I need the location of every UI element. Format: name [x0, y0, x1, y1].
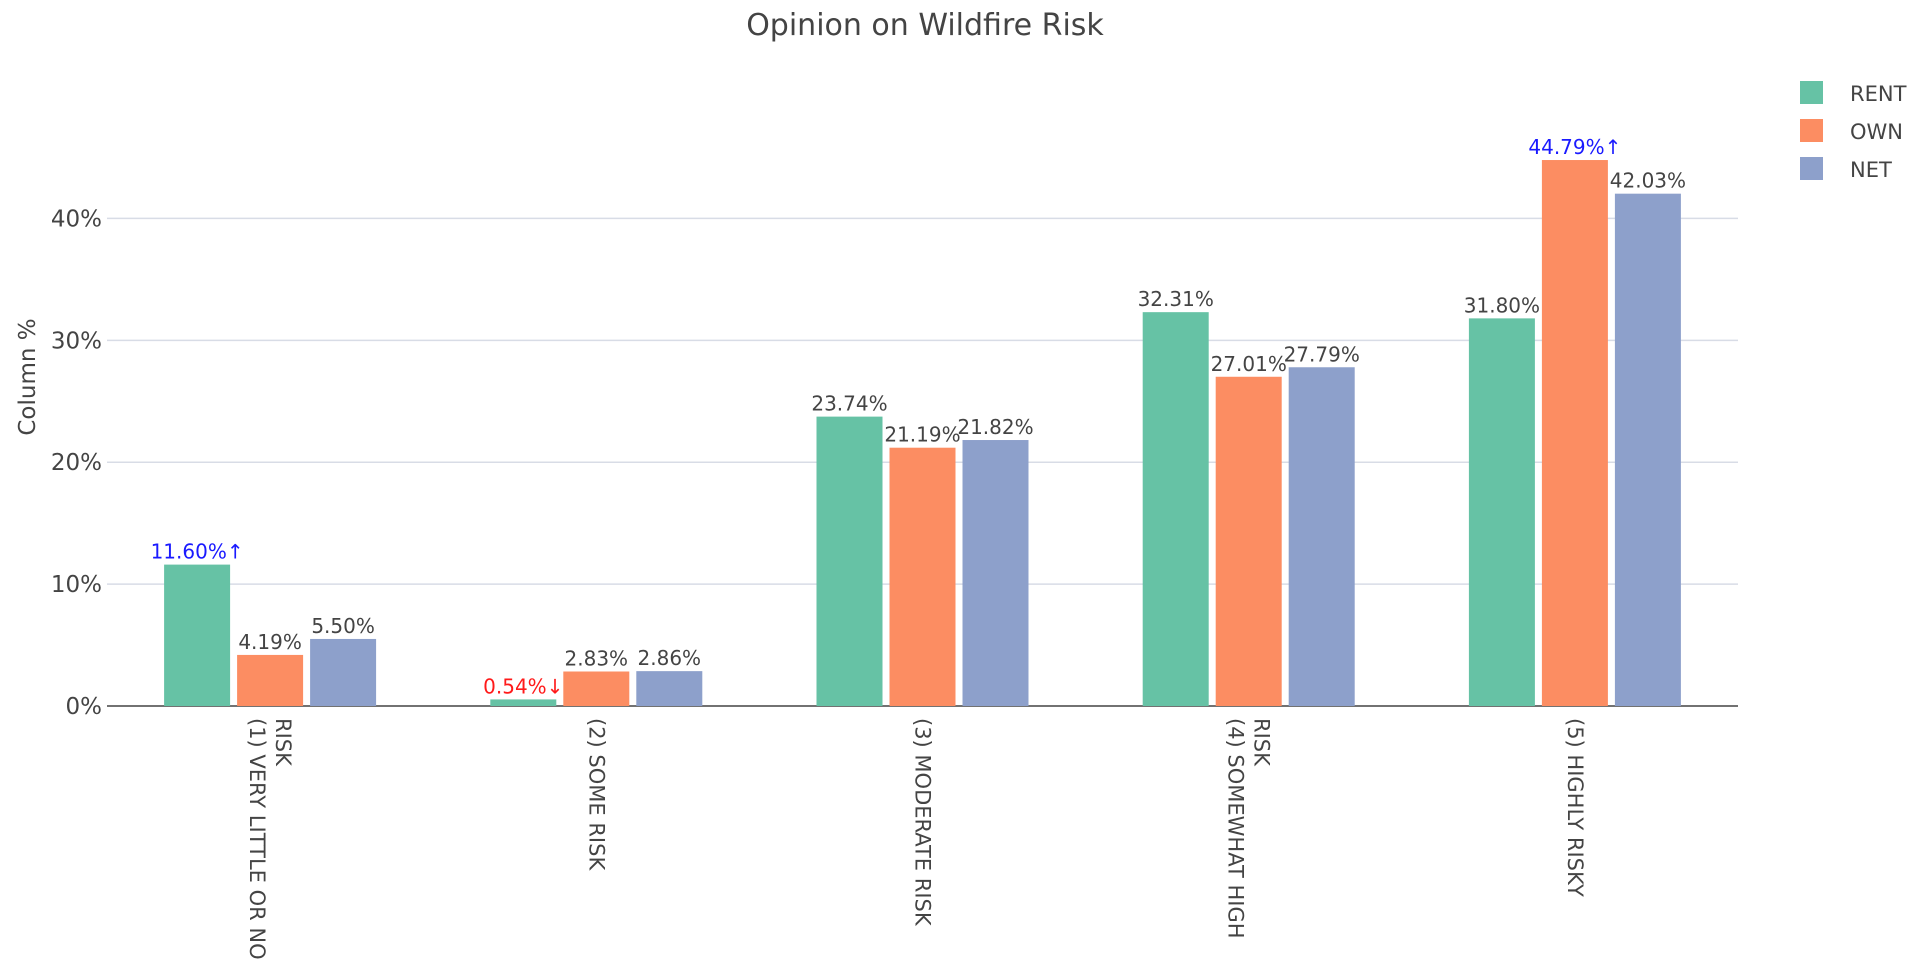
bar-value-label: 44.79%↑: [1528, 135, 1621, 159]
bar-value-label: 2.86%: [638, 646, 702, 670]
bars-layer: [164, 160, 1681, 707]
y-tick-label: 0%: [66, 694, 103, 720]
bar-own: [237, 654, 304, 706]
legend-swatch-net: [1800, 157, 1823, 180]
bar-own: [1215, 376, 1282, 706]
x-tick-label: (3) MODERATE RISK: [911, 718, 935, 927]
y-tick-label: 20%: [51, 450, 102, 476]
bar-value-label: 2.83%: [565, 647, 629, 671]
x-tick-label: (4) SOMEWHAT HIGH RISK: [1224, 718, 1274, 939]
bar-rent: [1468, 318, 1535, 706]
bar-net: [962, 440, 1029, 706]
bar-own: [1541, 160, 1608, 707]
bar-labels-layer: 11.60%↑ 4.19% 5.50% 0.54%↓2.83% 2.86% 23.74% 2…: [151, 135, 1686, 698]
grid-layer: 0% 10% 20% 30% 40%: [51, 206, 1738, 720]
x-tick-label-line: (2) SOME RISK: [584, 718, 608, 871]
x-tick-label-line: (4) SOMEWHAT HIGH: [1224, 718, 1248, 939]
bar-rent: [164, 564, 231, 706]
x-tick-label-line: (1) VERY LITTLE OR NO: [245, 718, 269, 960]
legend-swatch-own: [1800, 119, 1823, 142]
bar-rent: [490, 699, 557, 706]
legend-label-net: NET: [1850, 158, 1892, 182]
bar-rent: [1142, 312, 1209, 706]
y-tick-label: 10%: [51, 572, 102, 598]
chart-title: Opinion on Wildfire Risk: [746, 8, 1104, 43]
x-tick-label-line: (3) MODERATE RISK: [911, 718, 935, 927]
x-tick-labels: (1) VERY LITTLE OR NO RISK (2) SOME RISK (3…: [245, 718, 1587, 960]
bar-own: [563, 671, 630, 706]
x-tick-label-line: RISK: [1250, 718, 1274, 767]
y-tick-label: 30%: [51, 328, 102, 354]
bar-value-label: 4.19%: [238, 630, 302, 654]
bar-net: [636, 671, 703, 706]
bar-value-label: 31.80%: [1464, 293, 1540, 317]
bar-value-label: 11.60%↑: [151, 540, 244, 564]
bar-value-label: 21.82%: [957, 415, 1033, 439]
legend-label-rent: RENT: [1850, 82, 1907, 106]
legend-swatch-rent: [1800, 81, 1823, 104]
bar-net: [1288, 367, 1355, 706]
legend-label-own: OWN: [1850, 120, 1903, 144]
bar-value-label: 32.31%: [1138, 287, 1214, 311]
x-tick-label-line: RISK: [271, 718, 295, 767]
bar-rent: [816, 416, 883, 706]
bar-own: [889, 447, 956, 706]
bar-net: [1614, 193, 1681, 707]
x-tick-label: (5) HIGHLY RISKY: [1563, 718, 1587, 897]
legend: RENT OWN NET: [1800, 81, 1907, 182]
bar-net: [310, 638, 377, 706]
x-tick-label-line: (5) HIGHLY RISKY: [1563, 718, 1587, 897]
bar-value-label: 27.79%: [1284, 342, 1360, 366]
bar-value-label: 0.54%↓: [483, 674, 563, 698]
bar-value-label: 42.03%: [1610, 169, 1686, 193]
x-tick-label: (2) SOME RISK: [584, 718, 608, 871]
bar-value-label: 27.01%: [1211, 352, 1287, 376]
y-axis-label: Column %: [15, 318, 41, 435]
bar-value-label: 5.50%: [311, 614, 375, 638]
y-tick-label: 40%: [51, 206, 102, 232]
bar-value-label: 23.74%: [811, 392, 887, 416]
bar-value-label: 21.19%: [884, 423, 960, 447]
x-tick-label: (1) VERY LITTLE OR NO RISK: [245, 718, 295, 960]
